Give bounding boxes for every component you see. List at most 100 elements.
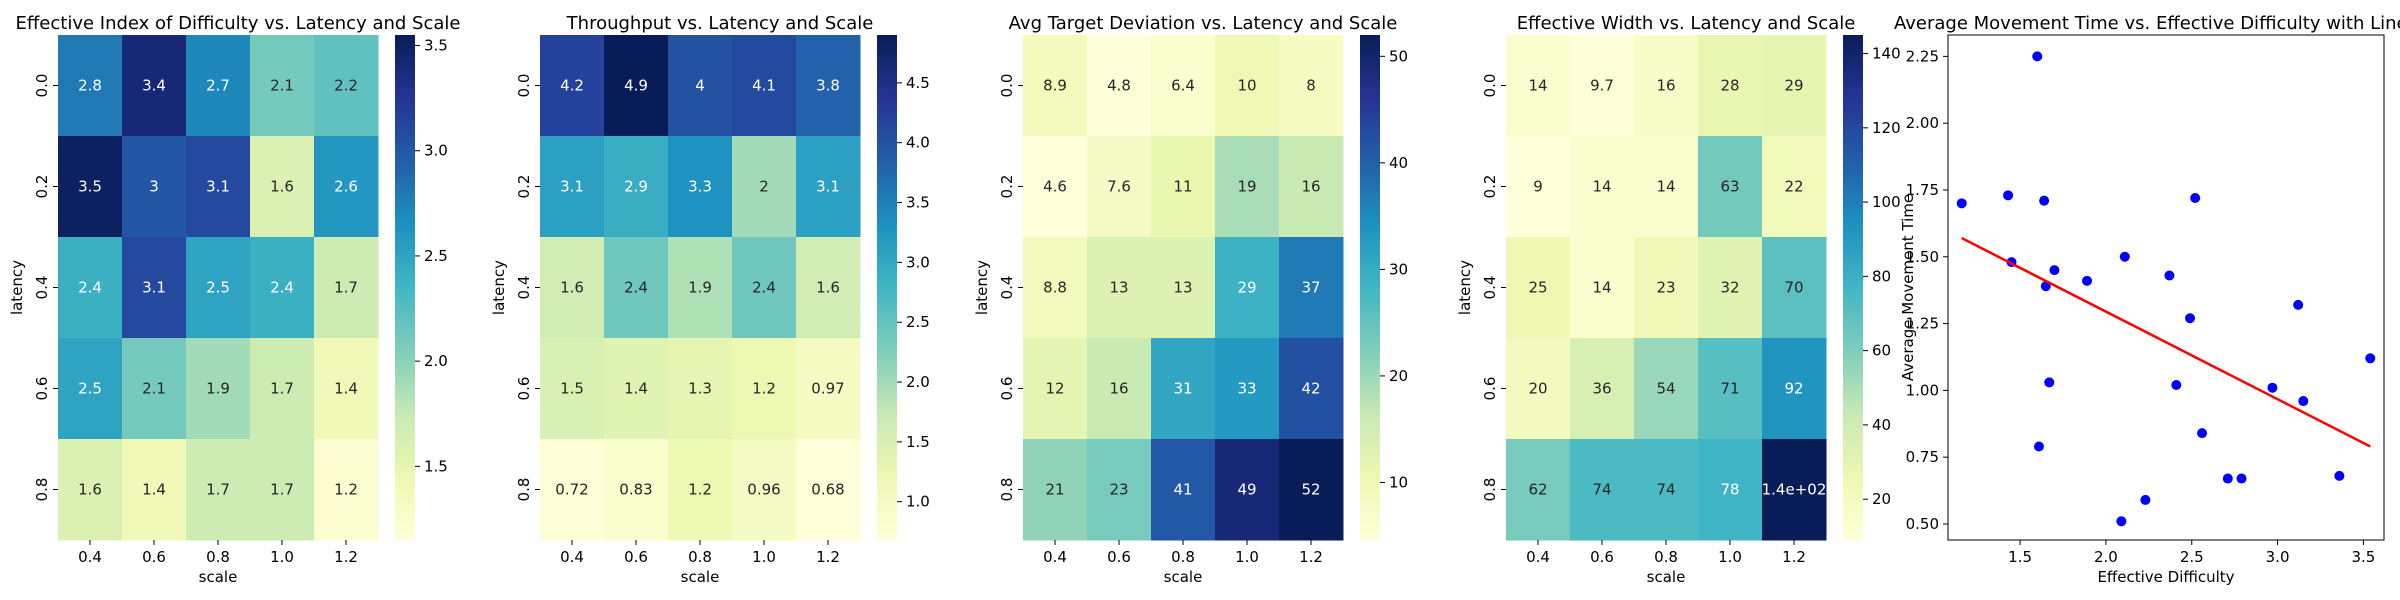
scatter-panel: 1.5 2.0 2.5 3.0 3.5 0.50 0.75 1.00 1.25 1.50 1.75 2…: [1894, 13, 2400, 586]
y-tick-label: 0.75: [1906, 448, 1939, 466]
heatmap-cell: [1215, 136, 1280, 238]
heatmap-cell: [1215, 439, 1280, 541]
cell-label: 10: [1237, 77, 1256, 95]
cell-label: 25: [1528, 279, 1547, 297]
y-tick-label: 0.2: [515, 175, 533, 199]
colorbar-tick-label: 3.5: [424, 37, 448, 55]
cell-label: 29: [1784, 77, 1803, 95]
heatmap-cell: [540, 237, 605, 339]
x-tick-label: 3.0: [2266, 548, 2290, 566]
cell-label: 1.6: [560, 279, 584, 297]
colorbar-tick-label: 40: [1872, 416, 1891, 434]
heatmap-cell: [250, 136, 315, 238]
cell-label: 14: [1592, 279, 1611, 297]
cell-label: 1.4: [142, 481, 166, 499]
heatmap-cell: [1087, 35, 1152, 137]
x-axis-label: Effective Difficulty: [2097, 568, 2234, 586]
heatmap-cell: [1762, 136, 1827, 238]
cell-label: 32: [1720, 279, 1739, 297]
scatter-point: [2222, 473, 2233, 484]
plot-area: [1947, 34, 2385, 541]
cell-label: 1.9: [206, 380, 230, 398]
colorbar-tick-label: 10: [1389, 473, 1408, 491]
heatmap-cell: [668, 35, 733, 137]
cell-label: 1.7: [206, 481, 230, 499]
chart-title: Avg Target Deviation vs. Latency and Sca…: [1009, 13, 1398, 34]
heatmap-cell: [1634, 35, 1699, 137]
cell-label: 33: [1237, 380, 1256, 398]
colorbar-tick-label: 2.5: [424, 247, 448, 265]
cell-label: 3.8: [816, 77, 840, 95]
heatmap-cell: [58, 439, 123, 541]
cell-label: 16: [1301, 178, 1320, 196]
heatmap-cell: [314, 439, 379, 541]
colorbar-tick-label: 40: [1389, 154, 1408, 172]
heatmap-cell: [1570, 237, 1635, 339]
cell-label: 2.4: [270, 279, 294, 297]
x-tick-label: 1.0: [1235, 548, 1259, 566]
heatmap-cell: [1570, 439, 1635, 541]
heatmap-cell: [186, 439, 251, 541]
x-tick-label: 0.4: [78, 548, 102, 566]
x-tick-label: 0.6: [1590, 548, 1614, 566]
cell-label: 2.4: [624, 279, 648, 297]
scatter-point: [2293, 299, 2304, 310]
heatmap-cell: [122, 35, 187, 137]
heatmap-cell: [186, 35, 251, 137]
regression-line: [1961, 236, 2371, 448]
y-tick-label: 0.2: [998, 175, 1016, 199]
heatmap-cell: [796, 237, 861, 339]
cell-label: 1.2: [334, 481, 358, 499]
y-tick-label: 0.2: [1481, 175, 1499, 199]
heatmap-panel-1: Effective Index of Difficulty vs. Latenc…: [8, 13, 460, 586]
heatmap-cell: [58, 338, 123, 440]
x-tick-label: 1.2: [334, 548, 358, 566]
x-tick-label: 1.2: [1782, 548, 1806, 566]
y-tick-label: 0.6: [515, 377, 533, 401]
x-tick-label: 0.4: [560, 548, 584, 566]
cell-label: 12: [1045, 380, 1064, 398]
x-tick-label: 1.5: [2008, 548, 2032, 566]
heatmap-cell: [796, 136, 861, 238]
heatmap-cell: [1762, 338, 1827, 440]
y-tick-label: 0.8: [1481, 478, 1499, 502]
heatmap-cell: [1570, 338, 1635, 440]
x-tick-label: 2.5: [2180, 548, 2204, 566]
cell-label: 2.5: [206, 279, 230, 297]
x-tick-label: 1.0: [752, 548, 776, 566]
scatter-point: [2039, 195, 2050, 206]
scatter-point: [2119, 251, 2130, 262]
scatter-point: [2197, 428, 2208, 439]
heatmap-cell: [668, 136, 733, 238]
colorbar: [395, 35, 415, 540]
cell-label: 22: [1784, 178, 1803, 196]
cell-label: 4.8: [1107, 77, 1131, 95]
y-tick-label: 0.4: [515, 276, 533, 300]
cell-label: 78: [1720, 481, 1739, 499]
colorbar-tick-label: 60: [1872, 342, 1891, 360]
heatmap-cell: [1506, 237, 1571, 339]
colorbar-tick-label: 2.5: [906, 313, 930, 331]
cell-label: 6.4: [1171, 77, 1195, 95]
cell-label: 36: [1592, 380, 1611, 398]
heatmap-cell: [1151, 237, 1216, 339]
x-axis-label: scale: [681, 568, 720, 586]
cell-label: 37: [1301, 279, 1320, 297]
heatmap-cell: [314, 237, 379, 339]
heatmap-cell: [1698, 35, 1763, 137]
cell-label: 70: [1784, 279, 1803, 297]
heatmap-cell: [604, 35, 669, 137]
colorbar-tick-label: 4.5: [906, 74, 930, 92]
cell-label: 0.72: [555, 481, 588, 499]
x-tick-label: 0.6: [624, 548, 648, 566]
y-tick-label: 0.8: [515, 478, 533, 502]
heatmap-cell: [58, 237, 123, 339]
heatmap-panel-2: Throughput vs. Latency and Scale 4.2 4.9 4 4…: [490, 13, 930, 586]
heatmap-cell: [732, 237, 797, 339]
y-axis-label: latency: [973, 260, 991, 315]
cell-label: 2.4: [78, 279, 102, 297]
heatmap-cell: [1570, 136, 1635, 238]
cell-label: 14: [1528, 77, 1547, 95]
heatmap-cell: [1698, 136, 1763, 238]
heatmap-cell: [186, 237, 251, 339]
